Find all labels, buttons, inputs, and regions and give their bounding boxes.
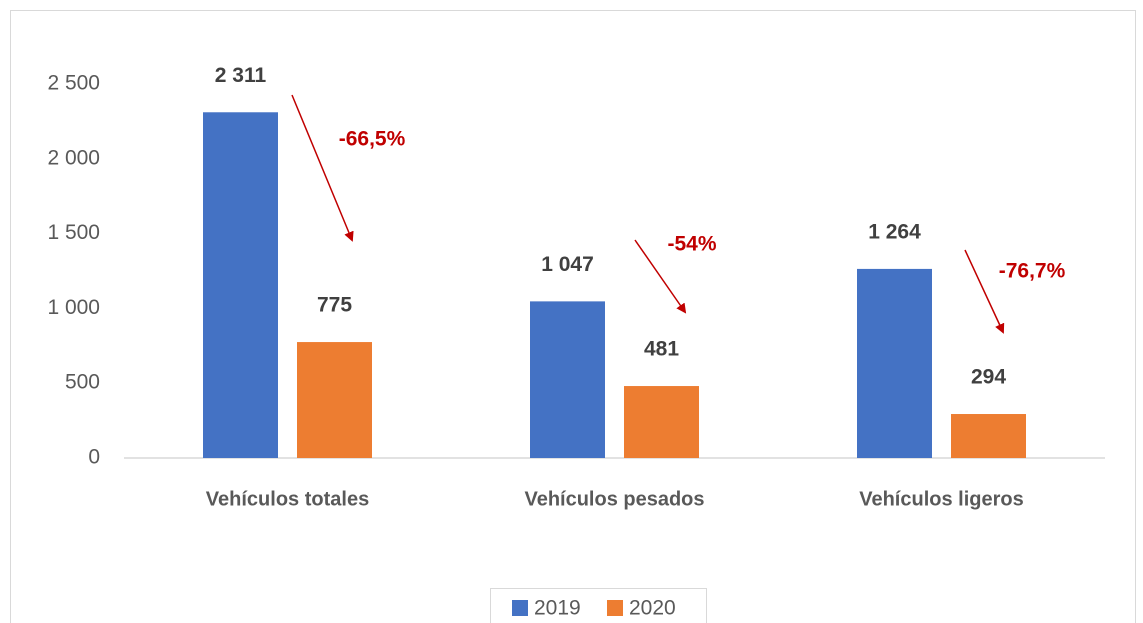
annotation-arrow <box>634 239 687 314</box>
y-tick-label: 2 500 <box>47 72 100 95</box>
legend-swatch <box>607 600 623 616</box>
y-tick-label: 2 000 <box>47 146 100 169</box>
x-tick-label: Vehículos ligeros <box>859 488 1024 510</box>
legend-swatch <box>512 600 528 616</box>
annotation: -76,7% <box>999 260 1066 283</box>
bar <box>857 268 932 458</box>
annotation: -66,5% <box>339 128 406 151</box>
data-label: 294 <box>971 366 1006 389</box>
y-tick-label: 1 000 <box>47 296 100 319</box>
data-label: 1 047 <box>541 253 594 276</box>
bar <box>297 342 372 458</box>
bar <box>624 386 699 458</box>
annotation: -54% <box>667 233 716 256</box>
x-tick-label: Vehículos pesados <box>524 488 704 510</box>
legend-label: 2020 <box>629 597 676 620</box>
data-label: 2 311 <box>215 64 267 87</box>
data-label: 481 <box>644 338 679 361</box>
legend-label: 2019 <box>534 597 581 620</box>
data-label: 1 264 <box>868 220 921 243</box>
annotation-arrow <box>964 249 1005 334</box>
bar <box>530 301 605 458</box>
data-label: 775 <box>317 294 352 317</box>
chart-border <box>10 10 1136 623</box>
x-tick-label: Vehículos totales <box>206 488 369 510</box>
y-tick-label: 0 <box>88 446 100 469</box>
annotation-arrow <box>291 94 354 242</box>
y-tick-label: 500 <box>65 371 100 394</box>
bar <box>951 414 1026 458</box>
y-tick-label: 1 500 <box>47 221 100 244</box>
bar <box>203 112 278 458</box>
